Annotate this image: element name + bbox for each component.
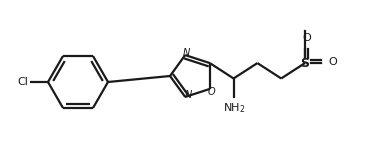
Text: Cl: Cl [17,77,28,87]
Text: O: O [328,57,337,67]
Text: O: O [208,87,216,97]
Text: N: N [185,90,192,100]
Text: S: S [301,57,310,70]
Text: N: N [183,48,190,58]
Text: O: O [302,33,311,43]
Text: NH$_2$: NH$_2$ [223,102,246,115]
